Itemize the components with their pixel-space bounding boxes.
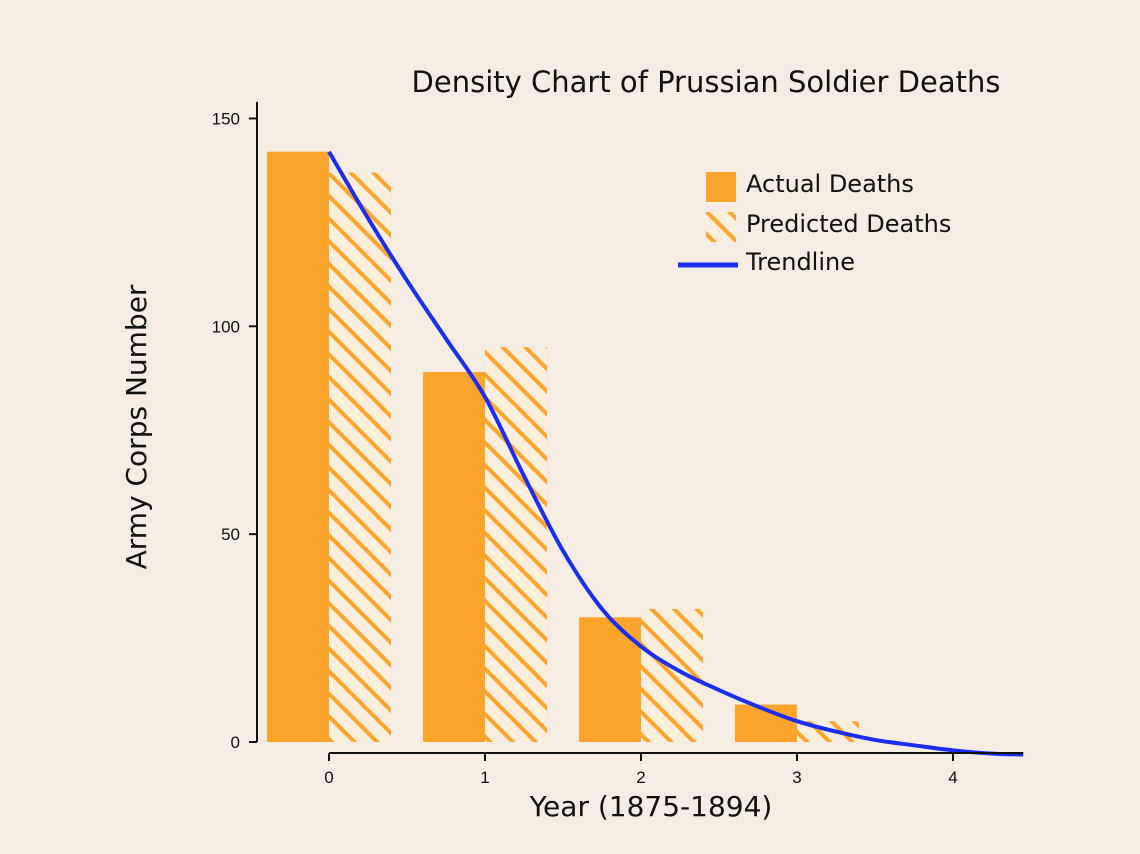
legend-swatch-actual-deaths (706, 172, 736, 202)
legend: Actual Deaths Predicted Deaths Trendline (678, 170, 951, 276)
legend-swatch-predicted-deaths (706, 212, 736, 242)
x-tick-label-1: 1 (480, 768, 489, 787)
y-tick-label-150: 150 (212, 109, 240, 128)
y-tick-label-50: 50 (221, 525, 240, 544)
legend-label-trendline: Trendline (745, 248, 855, 276)
legend-label-actual-deaths: Actual Deaths (746, 170, 914, 198)
axes-layer: 0 50 100 150 0 1 2 3 4 (212, 101, 1024, 787)
y-axis-title: Army Corps Number (120, 284, 153, 569)
actual-deaths-bar-1 (423, 372, 485, 742)
actual-deaths-bar-2 (579, 617, 641, 742)
x-tick-label-3: 3 (792, 768, 801, 787)
predicted-deaths-bar-1 (485, 347, 547, 742)
bars-layer (267, 151, 859, 743)
y-tick-label-100: 100 (212, 317, 240, 336)
x-tick-label-4: 4 (948, 768, 957, 787)
chart-title: Density Chart of Prussian Soldier Deaths (412, 65, 1001, 99)
x-tick-label-0: 0 (324, 768, 333, 787)
x-tick-label-2: 2 (636, 768, 645, 787)
predicted-deaths-bar-0 (329, 172, 391, 743)
legend-label-predicted-deaths: Predicted Deaths (746, 210, 951, 238)
trendline-layer (327, 150, 1024, 757)
predicted-deaths-bar-2 (641, 608, 703, 742)
trendline-path (327, 150, 1024, 757)
actual-deaths-bar-0 (267, 151, 329, 742)
y-tick-label-0: 0 (231, 733, 240, 752)
x-axis-title: Year (1875-1894) (529, 790, 773, 823)
